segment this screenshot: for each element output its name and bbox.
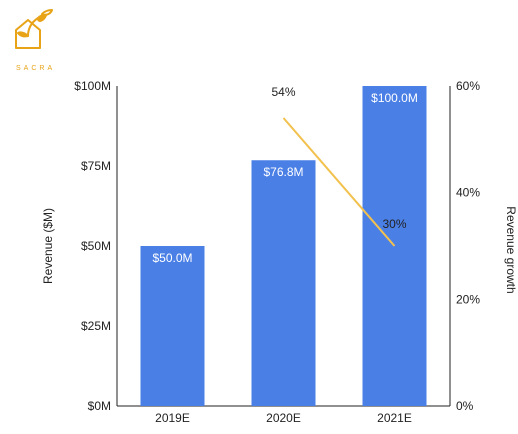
y2-axis-title: Revenue growth <box>504 206 518 293</box>
sacra-logo: SACRA <box>15 9 55 72</box>
y-tick-label: $100M <box>74 79 111 93</box>
y-axis-title: Revenue ($M) <box>41 208 55 284</box>
chart-labels: $0M $25M $50M $75M $100M 0% 20% 40% 60% 2019E 2020… <box>74 79 480 425</box>
x-tick-label: 2019E <box>155 411 190 425</box>
y2-tick-label: 0% <box>456 399 474 413</box>
chart-bars <box>140 86 427 406</box>
y2-tick-label: 60% <box>456 79 480 93</box>
y-tick-label: $75M <box>81 159 111 173</box>
growth-value-label: 54% <box>271 85 295 99</box>
y2-tick-label: 20% <box>456 292 480 306</box>
sacra-logo-text: SACRA <box>16 65 55 72</box>
y-tick-label: $0M <box>88 399 111 413</box>
x-tick-label: 2021E <box>377 411 412 425</box>
x-tick-label: 2020E <box>266 411 301 425</box>
growth-line <box>282 117 396 247</box>
y-tick-label: $25M <box>81 319 111 333</box>
bar-value-label: $76.8M <box>263 165 303 179</box>
growth-series <box>282 117 396 247</box>
y2-tick-label: 40% <box>456 186 480 200</box>
y-tick-label: $50M <box>81 239 111 253</box>
bar-value-label: $50.0M <box>152 251 192 265</box>
revenue-bar <box>140 246 205 406</box>
growth-value-label: 30% <box>382 217 406 231</box>
bar-value-label: $100.0M <box>371 91 418 105</box>
revenue-bar <box>251 160 316 406</box>
